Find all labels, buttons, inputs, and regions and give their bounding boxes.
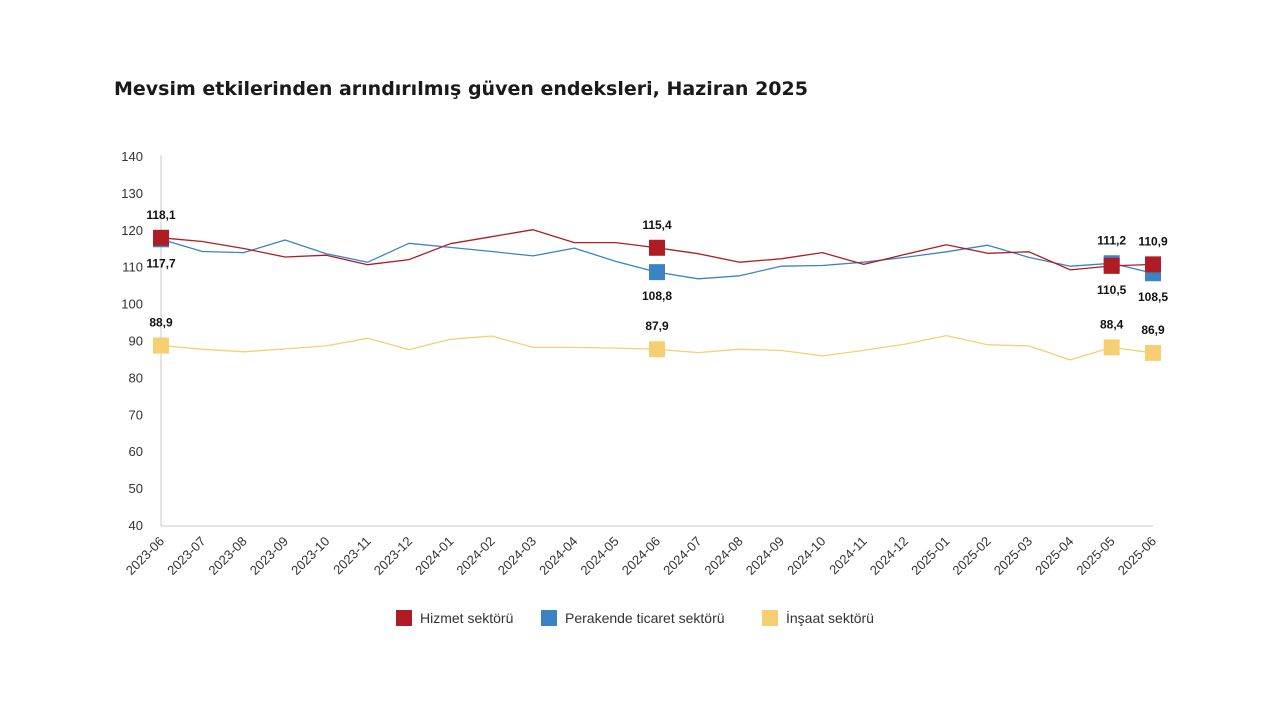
x-tick-label: 2024-08 [701,534,745,578]
legend: Hizmet sektörü Perakende ticaret sektörü İ… [396,609,874,626]
x-tick-label: 2024-11 [826,534,870,578]
y-tick-label: 100 [121,297,143,312]
x-tick-label: 2024-03 [495,534,539,578]
x-tick-label: 2023-07 [164,534,208,578]
x-tick-label: 2024-04 [536,534,580,578]
x-axis: 2023-062023-072023-082023-092023-102023-… [123,525,1159,578]
data-label-insaat: 88,9 [149,316,173,330]
y-tick-label: 70 [129,407,143,422]
marker-insaat [1103,339,1120,356]
x-tick-label: 2024-12 [867,534,911,578]
x-tick-label: 2025-02 [949,534,993,578]
legend-label-perakende: Perakende ticaret sektörü [565,610,725,626]
x-tick-label: 2023-10 [288,534,332,578]
legend-swatch-insaat [762,610,778,626]
data-label-insaat: 87,9 [645,319,669,333]
y-tick-label: 60 [129,444,143,459]
data-label-insaat: 88,4 [1100,317,1124,331]
x-tick-label: 2024-05 [577,534,621,578]
series-markers [153,229,1161,361]
data-label-hizmet: 115,4 [642,218,672,232]
y-tick-label: 140 [121,149,143,164]
y-tick-label: 90 [129,334,143,349]
y-tick-label: 120 [121,223,143,238]
x-tick-label: 2024-09 [743,534,787,578]
legend-swatch-hizmet [396,610,412,626]
x-tick-label: 2025-03 [991,534,1035,578]
marker-insaat [1145,344,1161,361]
y-tick-label: 80 [129,370,143,385]
data-label-perakende: 108,8 [642,289,672,303]
marker-hizmet [153,229,169,246]
marker-hizmet [1145,256,1161,273]
legend-label-insaat: İnşaat sektörü [786,609,874,626]
data-label-insaat: 86,9 [1141,323,1165,337]
x-tick-label: 2024-07 [660,534,704,578]
x-tick-label: 2024-01 [412,534,456,578]
x-tick-label: 2025-05 [1073,534,1117,578]
data-label-hizmet: 110,5 [1097,283,1127,297]
x-tick-label: 2023-09 [247,534,291,578]
x-tick-label: 2023-11 [330,534,374,578]
marker-hizmet [649,239,665,256]
data-label-perakende: 108,5 [1138,290,1168,304]
x-tick-label: 2023-08 [205,534,249,578]
marker-hizmet [1103,257,1120,274]
data-label-hizmet: 118,1 [146,208,176,222]
data-label-perakende: 111,2 [1097,233,1126,247]
data-label-hizmet: 110,9 [1138,234,1168,248]
x-tick-label: 2024-06 [619,534,663,578]
legend-label-hizmet: Hizmet sektörü [420,610,513,626]
x-tick-label: 2025-06 [1115,534,1159,578]
y-tick-label: 40 [129,518,143,533]
y-tick-label: 110 [122,260,143,275]
x-tick-label: 2024-10 [784,534,828,578]
chart-title: Mevsim etkilerinden arındırılmış güven e… [114,78,808,100]
legend-swatch-perakende [541,610,557,626]
marker-perakende [649,264,665,281]
x-tick-label: 2024-02 [453,534,497,578]
marker-insaat [153,337,169,354]
y-tick-label: 130 [121,186,143,201]
x-tick-label: 2025-04 [1032,534,1076,578]
data-label-perakende: 117,7 [146,256,176,270]
marker-insaat [649,341,665,358]
x-tick-label: 2023-12 [371,534,415,578]
data-labels: 118,1 115,4 110,5 110,9 117,7 108,8 111,2 108,5… [146,208,1168,337]
y-tick-label: 50 [129,481,143,496]
x-tick-label: 2025-01 [908,534,952,578]
x-tick-label: 2023-06 [123,534,167,578]
